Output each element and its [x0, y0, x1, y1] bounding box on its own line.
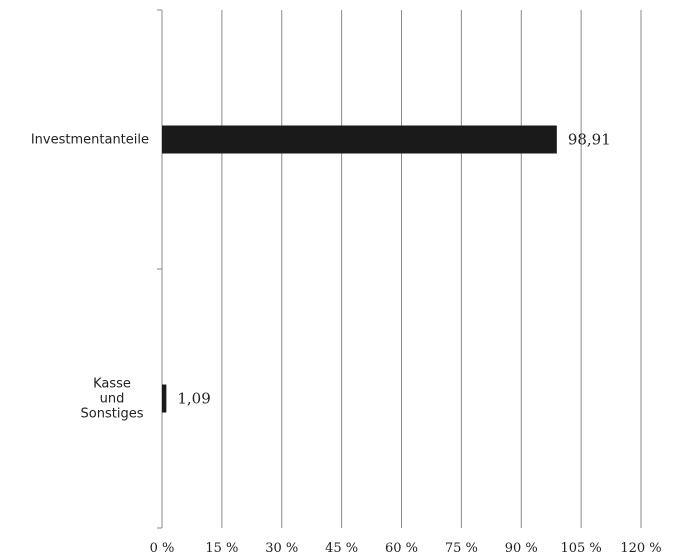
category-label-0: Investmentanteile [31, 133, 149, 148]
label-layer: 0 % 15 % 30 % 45 % 60 % 75 % 90 % 105 % 120 % Inv… [31, 131, 662, 556]
grid-layer [221, 10, 642, 528]
bar-0 [162, 125, 557, 154]
category-label-1: Kasse und Sonstiges [81, 377, 144, 422]
data-label-1: 1,09 [177, 390, 210, 408]
x-tick-label-120: 120 % [620, 541, 661, 556]
x-tick-label-105: 105 % [560, 541, 601, 556]
axis-layer [157, 9, 163, 529]
data-label-0: 98,91 [568, 131, 611, 149]
bar-1 [162, 384, 167, 413]
x-tick-label-30: 30 % [265, 541, 298, 556]
category-label-line: Kasse [93, 377, 131, 392]
category-label-line: Sonstiges [81, 407, 144, 422]
x-tick-label-45: 45 % [325, 541, 358, 556]
category-label-line: und [100, 392, 125, 407]
x-tick-label-0: 0 % [150, 541, 175, 556]
x-tick-label-15: 15 % [205, 541, 238, 556]
x-tick-label-60: 60 % [385, 541, 418, 556]
x-tick-label-75: 75 % [445, 541, 478, 556]
bar-layer [162, 125, 557, 413]
x-tick-label-90: 90 % [505, 541, 538, 556]
